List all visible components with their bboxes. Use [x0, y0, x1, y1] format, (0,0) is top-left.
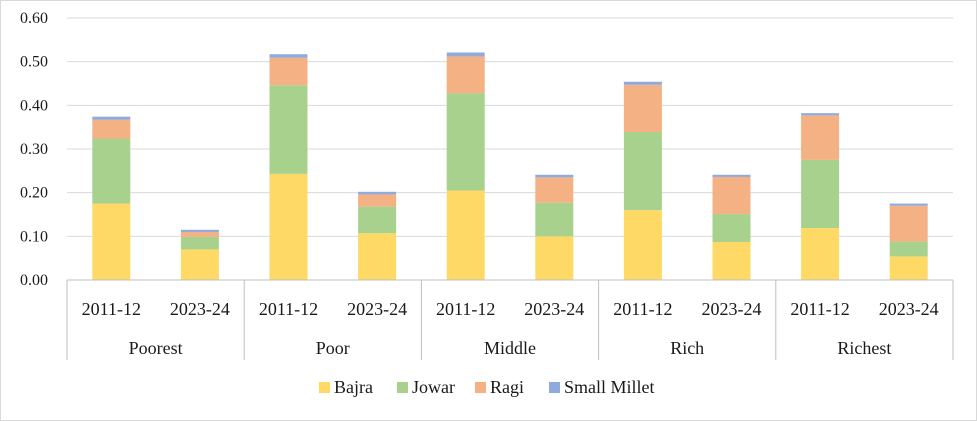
bar-segment — [180, 229, 219, 232]
bar-segment — [269, 173, 308, 280]
bar-segment — [889, 205, 928, 242]
x-category-label: 2011-12 — [790, 299, 849, 319]
bar-segment — [712, 242, 751, 280]
bar-segment — [269, 54, 308, 58]
legend-label: Jowar — [412, 377, 455, 397]
bar-segment — [535, 177, 574, 203]
legend-swatch — [475, 382, 486, 393]
bar-segment — [358, 194, 397, 207]
bar-segment — [623, 81, 662, 85]
x-group-label: Rich — [670, 338, 704, 358]
bar-segment — [801, 228, 840, 280]
bar-segment — [889, 241, 928, 257]
bar-segment — [92, 138, 131, 204]
x-category-label: 2011-12 — [436, 299, 495, 319]
y-tick-label: 0.50 — [20, 54, 48, 71]
bar-segment — [623, 84, 662, 132]
legend-swatch — [319, 382, 330, 393]
bar-segment — [801, 115, 840, 160]
x-category-label: 2023-24 — [879, 299, 939, 319]
y-tick-label: 0.60 — [20, 10, 48, 27]
bar-segment — [446, 190, 485, 280]
bar-segment — [801, 159, 840, 229]
legend-swatch — [549, 382, 560, 393]
y-tick-label: 0.40 — [20, 97, 48, 114]
bar-segment — [535, 236, 574, 280]
bar-segment — [446, 93, 485, 191]
x-category-label: 2023-24 — [170, 299, 230, 319]
legend-label: Ragi — [490, 377, 524, 397]
bar-segment — [712, 214, 751, 243]
bar-segment — [358, 206, 397, 234]
y-tick-label: 0.30 — [20, 141, 48, 158]
bar-segment — [358, 191, 397, 195]
legend-swatch — [397, 382, 408, 393]
legend-label: Bajra — [334, 377, 373, 397]
x-group-label: Poorest — [129, 338, 183, 358]
x-category-label: 2011-12 — [613, 299, 672, 319]
bar-segment — [269, 85, 308, 174]
bar-segment — [889, 256, 928, 280]
bar-segment — [92, 119, 131, 139]
bar-segment — [180, 231, 219, 237]
bar-segment — [180, 236, 219, 250]
bar-segment — [623, 131, 662, 211]
bar-segment — [712, 174, 751, 177]
x-category-label: 2023-24 — [347, 299, 407, 319]
bar-segment — [535, 202, 574, 237]
y-tick-label: 0.00 — [20, 272, 48, 289]
x-group-label: Poor — [316, 338, 350, 358]
x-group-label: Middle — [484, 338, 536, 358]
bar-segment — [446, 56, 485, 94]
bar-segment — [92, 203, 131, 280]
bar-segment — [801, 113, 840, 116]
bar-segment — [269, 57, 308, 86]
bar-segment — [180, 249, 219, 280]
x-category-label: 2023-24 — [702, 299, 762, 319]
x-category-label: 2011-12 — [82, 299, 141, 319]
bar-segment — [712, 176, 751, 215]
y-tick-label: 0.10 — [20, 228, 48, 245]
x-group-label: Richest — [837, 338, 891, 358]
y-tick-label: 0.20 — [20, 185, 48, 202]
bar-segment — [535, 174, 574, 178]
bar-segment — [889, 203, 928, 206]
legend-label: Small Millet — [564, 377, 655, 397]
bar-segment — [623, 210, 662, 280]
bar-segment — [92, 116, 131, 120]
bar-segment — [446, 52, 485, 57]
x-category-label: 2011-12 — [259, 299, 318, 319]
x-category-label: 2023-24 — [524, 299, 584, 319]
bar-segment — [358, 233, 397, 280]
